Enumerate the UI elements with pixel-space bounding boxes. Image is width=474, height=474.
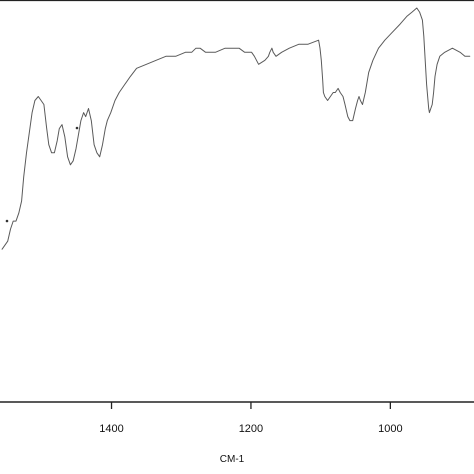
stray-dot — [75, 126, 79, 130]
stray-dot — [5, 219, 9, 223]
x-axis-ticks: 1400 1200 1000 — [99, 402, 403, 435]
x-tick-label: 1400 — [99, 423, 123, 435]
x-tick-label: 1200 — [239, 423, 263, 435]
stray-dots — [5, 126, 79, 223]
x-axis-title: CM-1 — [220, 454, 245, 465]
spectrum-line — [1, 7, 471, 250]
x-tick-label: 1000 — [378, 423, 402, 435]
plot-frame — [0, 0, 474, 403]
